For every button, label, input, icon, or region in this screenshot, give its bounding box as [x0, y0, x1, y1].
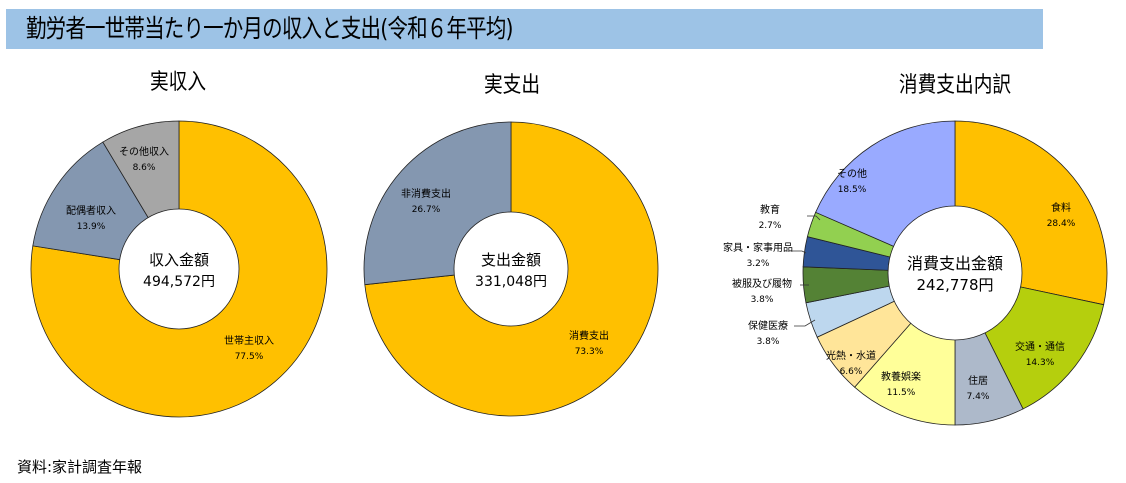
slice-percent: 3.8% — [757, 337, 780, 347]
donut-center-value: 331,048円 — [475, 274, 547, 290]
donut-center-label: 消費支出金額 — [907, 254, 1003, 273]
donut-center-label: 収入金額 — [149, 251, 209, 269]
slice-label: 被服及び履物 — [732, 277, 792, 290]
chart-title-expenditure: 実支出 — [483, 73, 541, 98]
slice-percent: 26.7% — [412, 205, 441, 215]
slice-percent: 73.3% — [575, 347, 604, 357]
slice-percent: 13.9% — [77, 222, 106, 232]
slice-label: 光熱・水道 — [826, 349, 876, 362]
leader-line — [794, 319, 816, 327]
slice-label: 世帯主収入 — [224, 334, 274, 347]
slice-percent: 8.6% — [133, 163, 156, 173]
slice-label: 家具・家事用品 — [723, 241, 793, 254]
leader-line — [792, 250, 807, 254]
slice-label: 配偶者収入 — [66, 204, 116, 217]
donut-hole — [453, 211, 569, 327]
slice-percent: 18.5% — [838, 185, 867, 195]
slice-label: その他 — [837, 167, 867, 180]
source-note: 資料:家計調査年報 — [17, 458, 143, 476]
slice-percent: 11.5% — [887, 388, 916, 398]
leader-line — [807, 215, 821, 221]
slice-label: 交通・通信 — [1015, 340, 1065, 353]
donut-hole — [118, 208, 240, 330]
slice-label: 食料 — [1051, 201, 1071, 214]
chart-title-income: 実収入 — [149, 70, 207, 95]
slice-percent: 77.5% — [235, 352, 264, 362]
slice-percent: 3.8% — [751, 295, 774, 305]
title-bar: 勤労者一世帯当たり一か月の収入と支出(令和６年平均) — [6, 9, 1043, 49]
chart-title-consumption-breakdown: 消費支出内訳 — [898, 73, 1012, 98]
donut-center-label: 支出金額 — [481, 251, 541, 269]
slice-percent: 28.4% — [1047, 219, 1076, 229]
slice-label: 教養娯楽 — [881, 370, 921, 383]
slice-label: 消費支出 — [569, 329, 609, 342]
slice-label: 住居 — [968, 374, 988, 387]
slice-label: 保健医療 — [748, 319, 788, 332]
donut-center-value: 494,572円 — [143, 274, 215, 290]
slice-percent: 7.4% — [967, 392, 990, 402]
donut-chart-consumption: 消費支出金額 242,778円 食料 28.4% 交通・通信 14.3% 住居 7.4% 教養娯… — [723, 120, 1108, 426]
slice-label: 教育 — [760, 203, 780, 216]
slice-label: 非消費支出 — [401, 187, 451, 200]
slice-percent: 14.3% — [1026, 358, 1055, 368]
page-title: 勤労者一世帯当たり一か月の収入と支出(令和６年平均) — [26, 14, 514, 43]
slice-label: その他収入 — [119, 145, 169, 158]
slice-percent: 2.7% — [759, 221, 782, 231]
slice-percent: 3.2% — [747, 259, 770, 269]
slice-percent: 6.6% — [840, 367, 863, 377]
donut-hole — [887, 205, 1023, 341]
donut-center-value: 242,778円 — [916, 276, 993, 294]
